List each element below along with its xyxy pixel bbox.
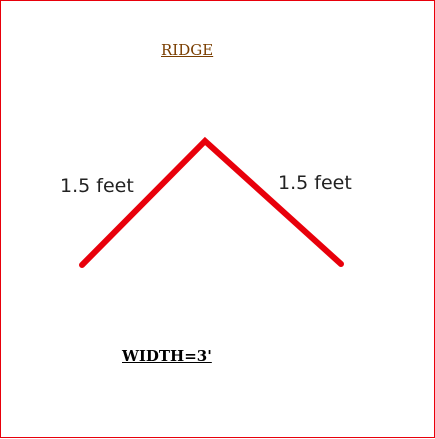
left-side-length-label: 1.5 feet [60, 175, 134, 197]
width-label: WIDTH=3' [122, 347, 212, 365]
ridge-outline [79, 136, 344, 268]
right-side-length-label: 1.5 feet [278, 172, 352, 194]
diagram-title: RIDGE [161, 41, 214, 59]
